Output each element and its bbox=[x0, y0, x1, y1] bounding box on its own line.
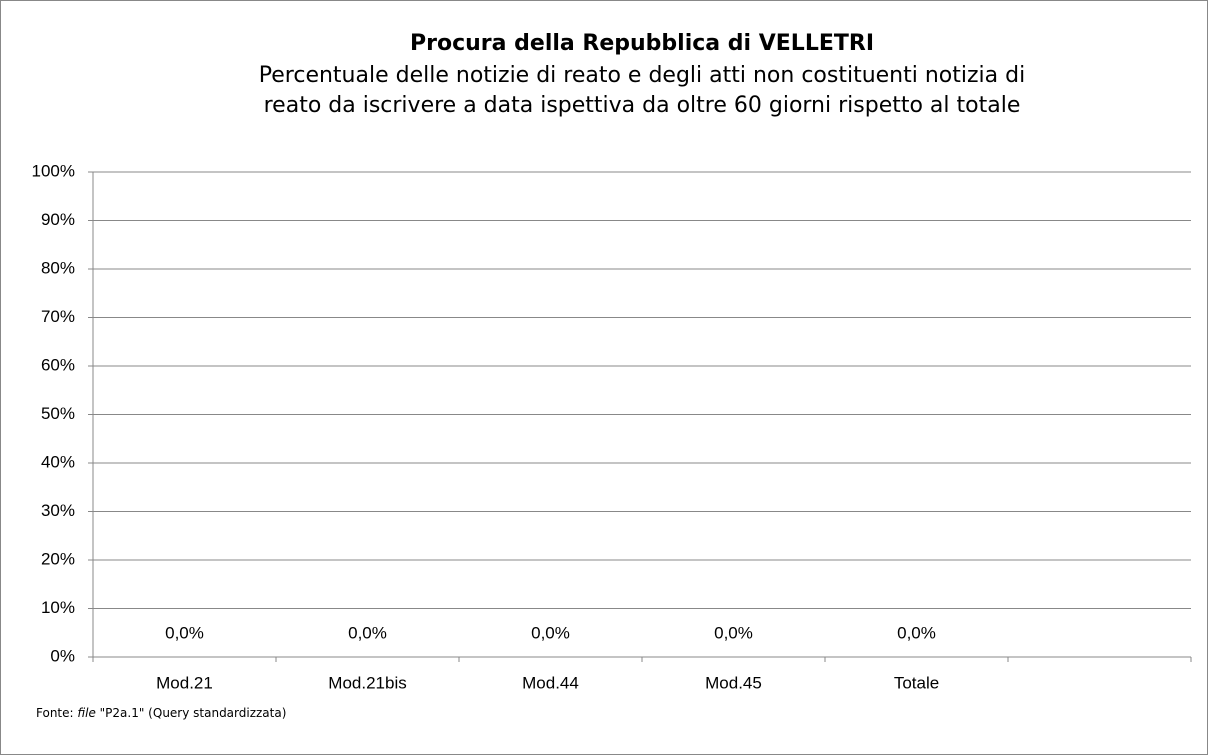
y-tick-label: 70% bbox=[41, 307, 75, 326]
y-tick-label: 50% bbox=[41, 404, 75, 423]
source-note: Fonte: file "P2a.1" (Query standardizzat… bbox=[36, 706, 286, 720]
x-tick-label: Totale bbox=[894, 673, 939, 692]
source-text: "P2a.1" (Query standardizzata) bbox=[95, 706, 287, 720]
y-tick-label: 60% bbox=[41, 355, 75, 374]
y-tick-label: 100% bbox=[32, 161, 75, 180]
y-tick-label: 30% bbox=[41, 501, 75, 520]
y-tick-label: 10% bbox=[41, 598, 75, 617]
x-tick-label: Mod.44 bbox=[522, 673, 579, 692]
x-tick-label: Mod.21bis bbox=[328, 673, 406, 692]
y-tick-label: 0% bbox=[50, 646, 75, 665]
chart-title: Procura della Repubblica di VELLETRI bbox=[410, 31, 874, 56]
y-tick-label: 90% bbox=[41, 210, 75, 229]
data-label: 0,0% bbox=[897, 623, 936, 642]
chart-subtitle: reato da iscrivere a data ispettiva da o… bbox=[264, 93, 1021, 118]
x-tick-label: Mod.45 bbox=[705, 673, 762, 692]
x-tick-label: Mod.21 bbox=[156, 673, 213, 692]
data-label: 0,0% bbox=[531, 623, 570, 642]
data-label: 0,0% bbox=[165, 623, 204, 642]
y-tick-label: 20% bbox=[41, 549, 75, 568]
y-tick-label: 80% bbox=[41, 258, 75, 277]
data-label: 0,0% bbox=[714, 623, 753, 642]
y-tick-label: 40% bbox=[41, 452, 75, 471]
source-text: Fonte: bbox=[36, 706, 78, 720]
chart-subtitle: Percentuale delle notizie di reato e deg… bbox=[259, 63, 1025, 88]
data-label: 0,0% bbox=[348, 623, 387, 642]
source-text: file bbox=[77, 706, 96, 720]
